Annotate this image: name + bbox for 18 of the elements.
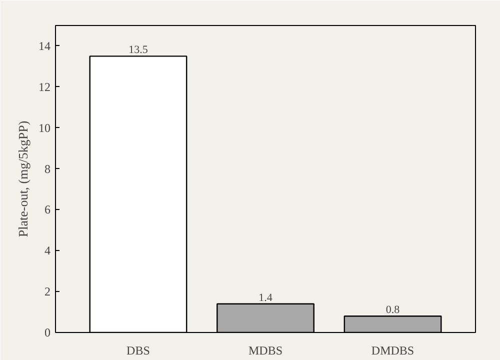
data-label: 13.5: [128, 44, 148, 56]
y-tick-label: 6: [44, 202, 50, 217]
y-tick-label: 8: [44, 162, 50, 176]
y-axis-title: Plate-out, (mg/5kgPP): [16, 120, 30, 238]
y-tick-label: 4: [44, 244, 50, 258]
x-tick-label: DBS: [126, 344, 150, 358]
y-tick-label: 14: [38, 38, 50, 53]
y-tick-label: 12: [38, 80, 50, 94]
data-label: 1.4: [258, 292, 273, 304]
x-tick-label: DMDBS: [371, 344, 414, 358]
y-tick-label: 10: [38, 120, 50, 135]
y-tick-label: 2: [44, 284, 50, 299]
bar: [216, 303, 314, 332]
x-tick-label: MDBS: [248, 344, 283, 358]
bar: [89, 56, 188, 332]
data-label: 0.8: [386, 304, 400, 316]
bar: [344, 316, 442, 332]
y-tick-label: 0: [44, 326, 50, 340]
